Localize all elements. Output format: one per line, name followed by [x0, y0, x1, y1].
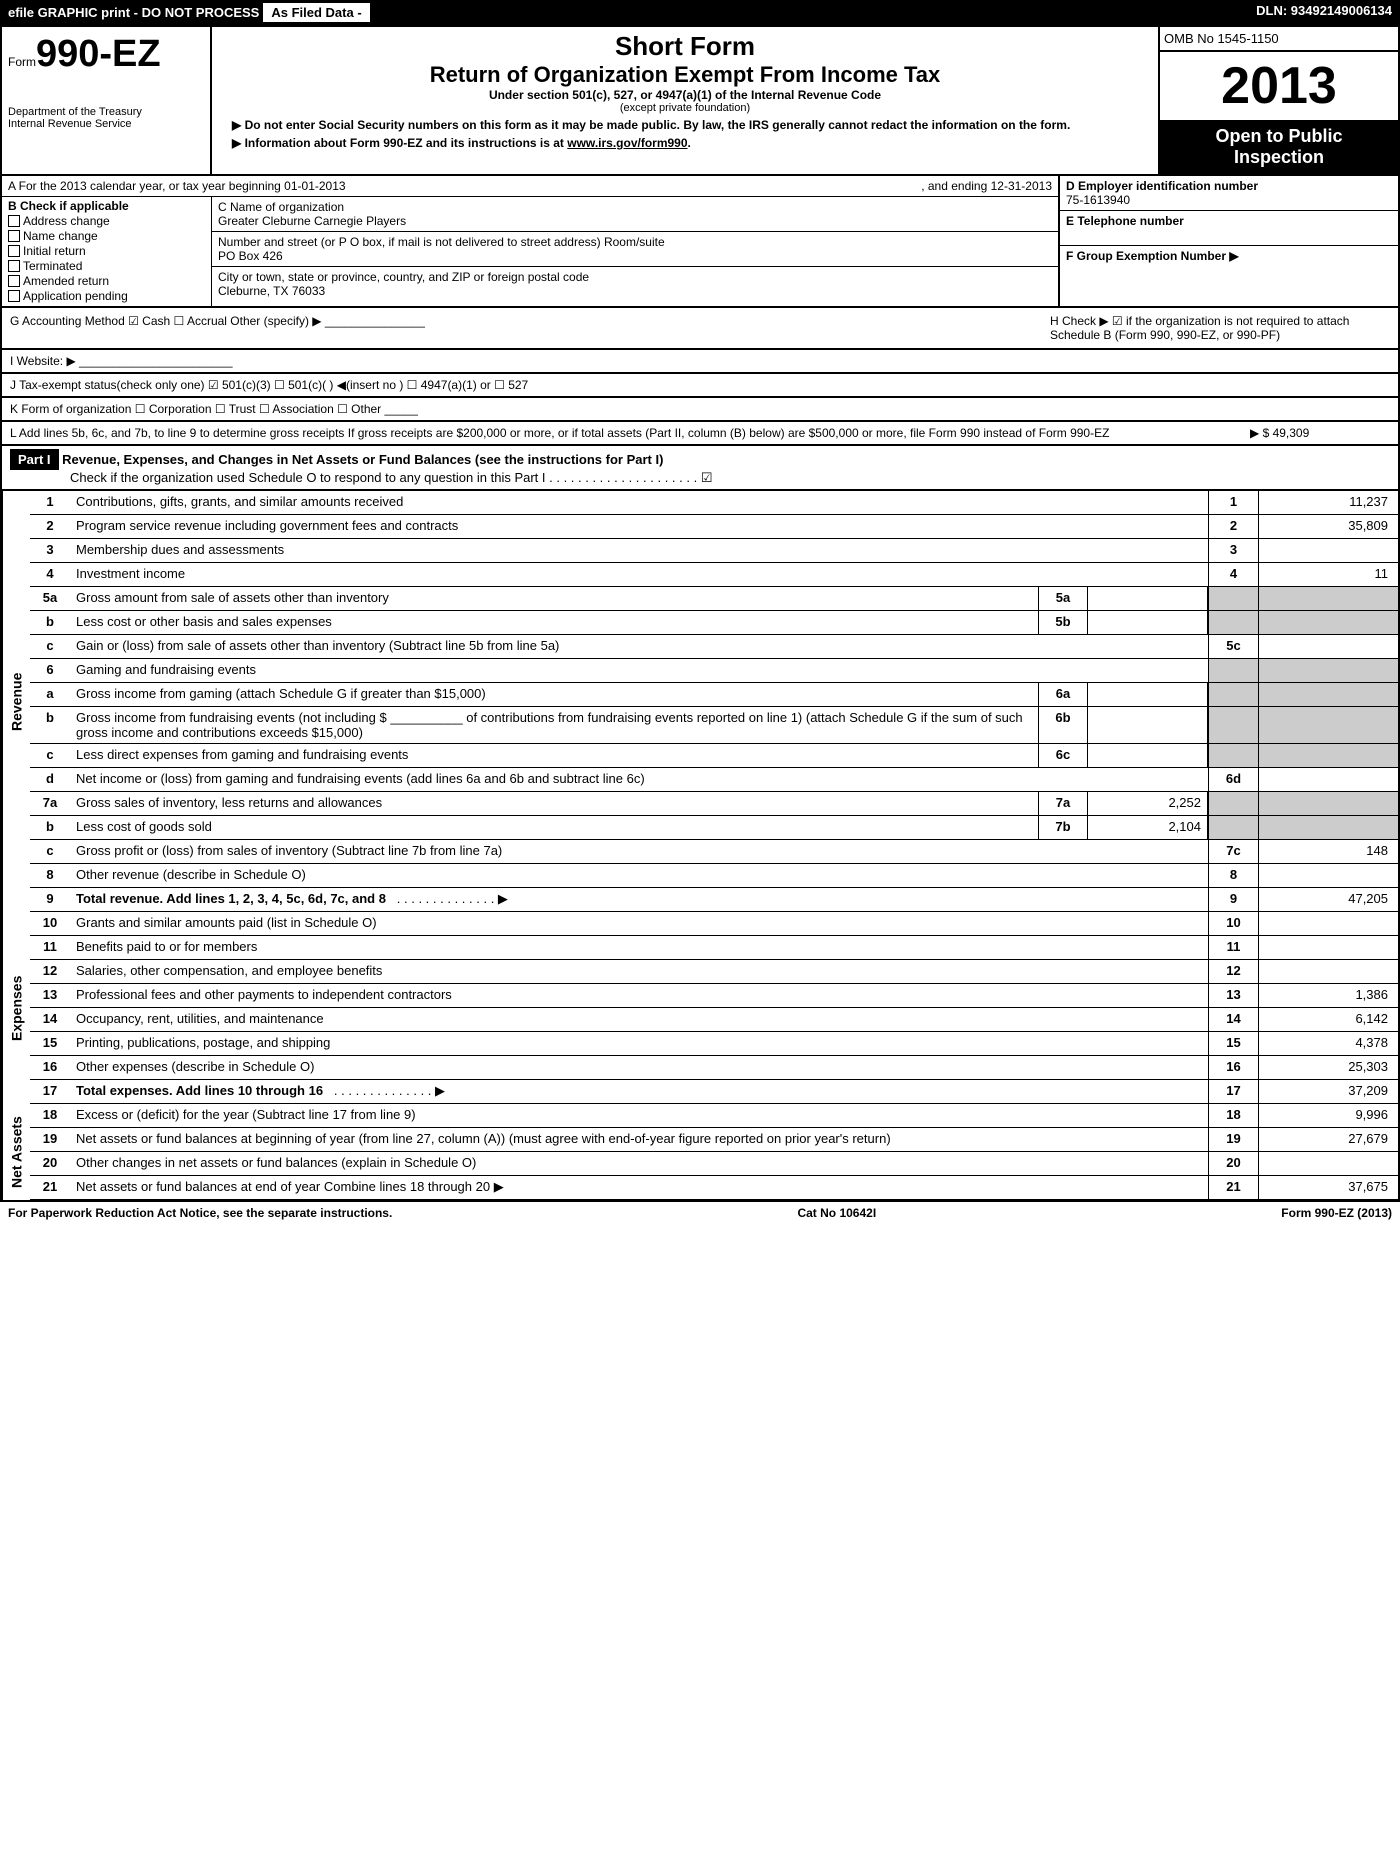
line-row: cLess direct expenses from gaming and fu… — [30, 744, 1398, 768]
section-a: A For the 2013 calendar year, or tax yea… — [0, 176, 1400, 308]
chk-pending[interactable] — [8, 290, 20, 302]
line-row: 10Grants and similar amounts paid (list … — [30, 912, 1398, 936]
b-label: B Check if applicable — [8, 199, 205, 213]
open-line1: Open to Public — [1166, 126, 1392, 147]
city-label: City or town, state or province, country… — [218, 270, 1052, 284]
chk-address[interactable] — [8, 215, 20, 227]
cal-year-label: A For the 2013 calendar year, or tax yea… — [8, 179, 921, 193]
form-number: 990-EZ — [36, 33, 161, 75]
irs-link[interactable]: www.irs.gov/form990 — [567, 136, 687, 150]
efile-label: efile GRAPHIC print - DO NOT PROCESS — [8, 5, 259, 20]
dln: DLN: 93492149006134 — [1256, 3, 1392, 22]
part1-label: Part I — [10, 449, 59, 470]
instruction1: ▶ Do not enter Social Security numbers o… — [232, 118, 1138, 132]
side-expenses: Expenses — [2, 912, 30, 1104]
line-row: 1Contributions, gifts, grants, and simil… — [30, 491, 1398, 515]
line-row: 17Total expenses. Add lines 10 through 1… — [30, 1080, 1398, 1104]
line-row: 5aGross amount from sale of assets other… — [30, 587, 1398, 611]
subtitle2: (except private foundation) — [232, 102, 1138, 114]
city: Cleburne, TX 76033 — [218, 284, 1052, 298]
open-line2: Inspection — [1166, 147, 1392, 168]
line-row: 6Gaming and fundraising events — [30, 659, 1398, 683]
e-label: E Telephone number — [1066, 214, 1392, 228]
line-row: 21Net assets or fund balances at end of … — [30, 1176, 1398, 1200]
part1-title: Revenue, Expenses, and Changes in Net As… — [62, 452, 663, 467]
side-revenue: Revenue — [2, 491, 30, 912]
cal-year-ending: , and ending 12-31-2013 — [921, 179, 1052, 193]
omb-number: OMB No 1545-1150 — [1160, 27, 1398, 52]
l-text: L Add lines 5b, 6c, and 7b, to line 9 to… — [10, 426, 1250, 440]
line-row: aGross income from gaming (attach Schedu… — [30, 683, 1398, 707]
instruction2: ▶ Information about Form 990-EZ and its … — [232, 136, 567, 150]
cat-no: Cat No 10642I — [797, 1206, 876, 1220]
form-header: Form990-EZ Department of the Treasury In… — [0, 25, 1400, 176]
row-l: L Add lines 5b, 6c, and 7b, to line 9 to… — [0, 422, 1400, 446]
ein: 75-1613940 — [1066, 193, 1392, 207]
part1-header: Part I Revenue, Expenses, and Changes in… — [0, 446, 1400, 491]
street: PO Box 426 — [218, 249, 1052, 263]
line-row: 3Membership dues and assessments3 — [30, 539, 1398, 563]
line-row: 2Program service revenue including gover… — [30, 515, 1398, 539]
return-title: Return of Organization Exempt From Incom… — [232, 62, 1138, 88]
lines-table: Revenue 1Contributions, gifts, grants, a… — [0, 491, 1400, 1202]
org-name: Greater Cleburne Carnegie Players — [218, 214, 1052, 228]
irs: Internal Revenue Service — [8, 118, 204, 130]
line-row: 19Net assets or fund balances at beginni… — [30, 1128, 1398, 1152]
line-row: bLess cost of goods sold7b2,104 — [30, 816, 1398, 840]
part1-sub: Check if the organization used Schedule … — [10, 470, 1390, 486]
tax-year: 2013 — [1160, 52, 1398, 120]
subtitle1: Under section 501(c), 527, or 4947(a)(1)… — [232, 88, 1138, 102]
line-row: 4Investment income411 — [30, 563, 1398, 587]
line-row: 13Professional fees and other payments t… — [30, 984, 1398, 1008]
line-row: 11Benefits paid to or for members11 — [30, 936, 1398, 960]
line-row: dNet income or (loss) from gaming and fu… — [30, 768, 1398, 792]
page-footer: For Paperwork Reduction Act Notice, see … — [0, 1202, 1400, 1224]
short-form-title: Short Form — [232, 31, 1138, 62]
line-row: bGross income from fundraising events (n… — [30, 707, 1398, 744]
line-row: 16Other expenses (describe in Schedule O… — [30, 1056, 1398, 1080]
paperwork-notice: For Paperwork Reduction Act Notice, see … — [8, 1206, 392, 1220]
row-i: I Website: ▶ _______________________ — [0, 350, 1400, 374]
f-label: F Group Exemption Number ▶ — [1066, 249, 1392, 263]
line-row: 8Other revenue (describe in Schedule O)8 — [30, 864, 1398, 888]
chk-initial[interactable] — [8, 245, 20, 257]
h-check: H Check ▶ ☑ if the organization is not r… — [1050, 314, 1390, 342]
open-public: Open to Public Inspection — [1160, 120, 1398, 174]
c-label: C Name of organization — [218, 200, 1052, 214]
line-row: bLess cost or other basis and sales expe… — [30, 611, 1398, 635]
top-bar: efile GRAPHIC print - DO NOT PROCESS As … — [0, 0, 1400, 25]
row-gh: G Accounting Method ☑ Cash ☐ Accrual Oth… — [0, 308, 1400, 350]
street-label: Number and street (or P O box, if mail i… — [218, 235, 1052, 249]
form-prefix: Form — [8, 55, 36, 69]
line-row: 18Excess or (deficit) for the year (Subt… — [30, 1104, 1398, 1128]
line-row: 9Total revenue. Add lines 1, 2, 3, 4, 5c… — [30, 888, 1398, 912]
line-row: cGain or (loss) from sale of assets othe… — [30, 635, 1398, 659]
chk-amended[interactable] — [8, 275, 20, 287]
d-label: D Employer identification number — [1066, 179, 1392, 193]
chk-terminated[interactable] — [8, 260, 20, 272]
line-row: cGross profit or (loss) from sales of in… — [30, 840, 1398, 864]
side-netassets: Net Assets — [2, 1104, 30, 1200]
line-row: 7aGross sales of inventory, less returns… — [30, 792, 1398, 816]
line-row: 12Salaries, other compensation, and empl… — [30, 960, 1398, 984]
dept-treasury: Department of the Treasury — [8, 106, 204, 118]
asfiled-box: As Filed Data - — [263, 3, 369, 22]
line-row: 15Printing, publications, postage, and s… — [30, 1032, 1398, 1056]
g-accounting: G Accounting Method ☑ Cash ☐ Accrual Oth… — [10, 314, 425, 342]
row-k: K Form of organization ☐ Corporation ☐ T… — [0, 398, 1400, 422]
form-ref: Form 990-EZ (2013) — [1281, 1206, 1392, 1220]
line-row: 14Occupancy, rent, utilities, and mainte… — [30, 1008, 1398, 1032]
row-j: J Tax-exempt status(check only one) ☑ 50… — [0, 374, 1400, 398]
l-val: ▶ $ 49,309 — [1250, 426, 1390, 440]
line-row: 20Other changes in net assets or fund ba… — [30, 1152, 1398, 1176]
chk-name[interactable] — [8, 230, 20, 242]
